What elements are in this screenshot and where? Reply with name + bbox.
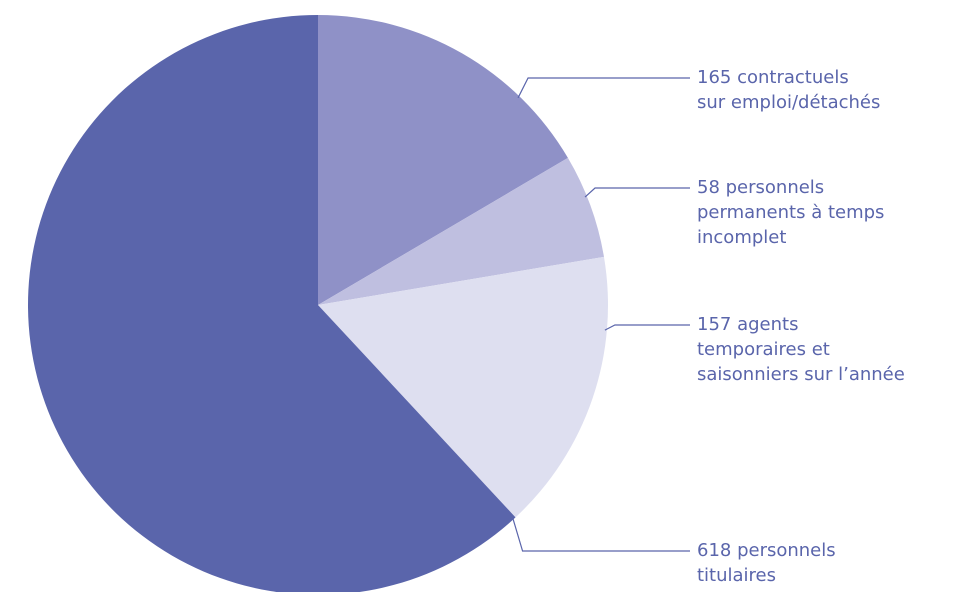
leader-line [604, 324, 690, 331]
pie-slice [318, 256, 608, 518]
pie-slice [318, 15, 568, 305]
slice-label: 58 personnels permanents à temps incompl… [697, 177, 885, 248]
leader-line [584, 187, 690, 198]
leader-line [517, 77, 690, 99]
pie-slice [28, 15, 516, 592]
slice-label: 618 personnels titulaires [697, 540, 836, 586]
leader-line [511, 517, 690, 552]
pie-slice [318, 157, 604, 305]
slice-label: 165 contractuels sur emploi/détachés [697, 67, 881, 113]
slice-label: 157 agents temporaires et saisonniers su… [697, 314, 905, 385]
